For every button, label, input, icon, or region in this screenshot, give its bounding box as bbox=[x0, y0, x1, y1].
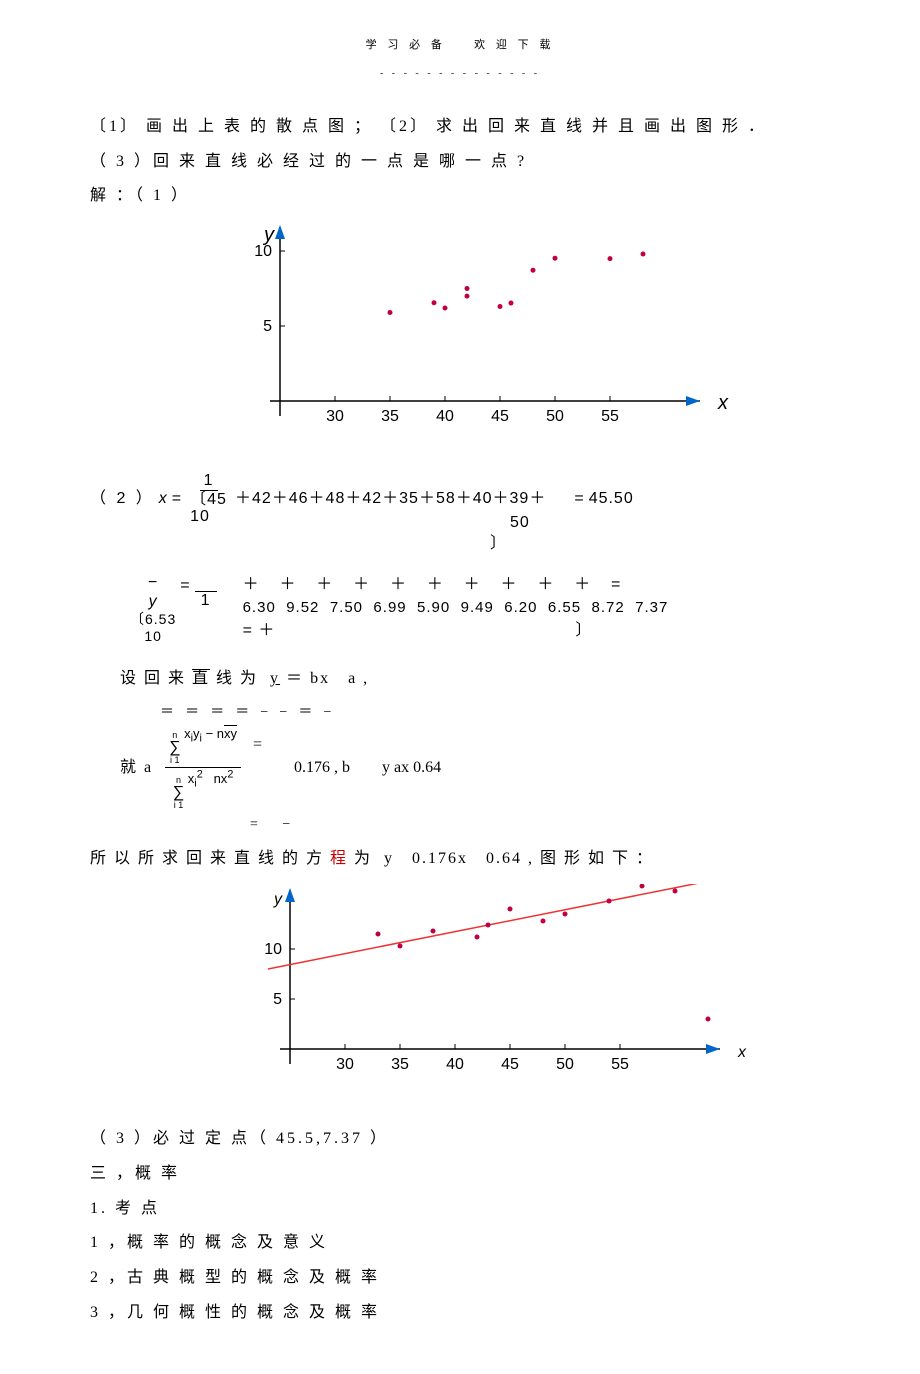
eq-sign-3: = bbox=[180, 573, 190, 599]
sum-i1-top: i 1 bbox=[170, 756, 180, 765]
svg-text:40: 40 bbox=[446, 1056, 464, 1073]
reg-frac-bot-expr: xi2 nx2 bbox=[188, 771, 234, 786]
y-den-a: 〔6.53 bbox=[130, 611, 176, 628]
ybar-formula: − y 〔6.53 10 = 1 ＋ ＋ ＋ ＋ ＋ ＋ ＋ ＋ ＋ ＋ = 6… bbox=[90, 573, 830, 645]
red-marker-icon: 程 bbox=[330, 850, 348, 867]
frac-line-only: 1 bbox=[195, 573, 217, 609]
svg-text:35: 35 bbox=[381, 408, 399, 425]
svg-text:55: 55 bbox=[611, 1056, 629, 1073]
header-left: 学 习 必 备 bbox=[366, 39, 446, 51]
svg-text:5: 5 bbox=[263, 318, 272, 335]
header-divider: - - - - - - - - - - - - - - bbox=[90, 65, 830, 83]
y-den-b: 10 bbox=[144, 628, 162, 645]
page-header: 学 习 必 备 欢 迎 下 载 bbox=[90, 30, 830, 59]
frac-den-b: 10 bbox=[190, 508, 210, 525]
regression-block: 设 回 来 直 线 为 y ＝ bx a , ＝ ＝ ＝ ＝ − − ＝ − 就… bbox=[120, 665, 830, 838]
section-3-title: 三 ，概 率 bbox=[90, 1160, 830, 1189]
y-mid: = ＋ bbox=[243, 619, 276, 643]
x-result: 45.50 bbox=[589, 486, 634, 512]
svg-text:55: 55 bbox=[601, 408, 619, 425]
svg-text:30: 30 bbox=[336, 1056, 354, 1073]
svg-text:10: 10 bbox=[264, 941, 282, 958]
svg-text:50: 50 bbox=[556, 1056, 574, 1073]
reg-a-label: 就 a bbox=[120, 754, 153, 783]
reg-set-text: 设 回 来 直 线 为 y ＝ bx a , bbox=[120, 670, 369, 687]
part2-label: （ 2 ） bbox=[90, 486, 155, 512]
x-tail-50: 50 bbox=[510, 510, 530, 536]
svg-text:x: x bbox=[737, 1044, 747, 1061]
reg-valy: y ax 0.64 bbox=[382, 754, 441, 783]
svg-text:y: y bbox=[273, 891, 283, 908]
kp-2: 2 ，古 典 概 型 的 概 念 及 概 率 bbox=[90, 1264, 830, 1293]
scatter-chart-2: 303540455055510yx bbox=[90, 884, 830, 1095]
question-1-2: 〔1〕 画 出 上 表 的 散 点 图 ； 〔2〕 求 出 回 来 直 线 并 … bbox=[90, 113, 830, 142]
reg-fraction: n∑i 1 xiyi − nxy n∑i 1 xi2 nx2 bbox=[165, 725, 241, 812]
x-var: x bbox=[159, 486, 168, 512]
frac-1: 1 bbox=[197, 592, 215, 610]
x-sum: ＋42＋46＋48＋42＋35＋58＋40＋39＋ bbox=[235, 486, 546, 512]
svg-text:y: y bbox=[262, 224, 275, 246]
reg-val1: 0.176 , b bbox=[294, 754, 350, 783]
svg-text:5: 5 bbox=[273, 991, 282, 1008]
y-minus: − bbox=[148, 573, 158, 592]
answer-3: （ 3 ）必 过 定 点（ 45.5,7.37 ） bbox=[90, 1125, 830, 1154]
eq-sign-frac: = bbox=[253, 725, 262, 760]
scatter-chart-1: 303540455055510yx bbox=[90, 221, 830, 442]
svg-text:40: 40 bbox=[436, 408, 454, 425]
kp-3: 3 ，几 何 概 性 的 概 念 及 概 率 bbox=[90, 1299, 830, 1328]
svg-text:50: 50 bbox=[546, 408, 564, 425]
kaodian-label: 1. 考 点 bbox=[90, 1195, 830, 1224]
svg-text:45: 45 bbox=[491, 408, 509, 425]
regression-line-eq: 所 以 所 求 回 来 直 线 的 方 程 为 y 0.176x 0.64 , … bbox=[90, 845, 830, 874]
y-tail: 〕 bbox=[575, 619, 592, 643]
eq-sign: = bbox=[172, 486, 182, 512]
y-var: y bbox=[149, 592, 158, 611]
reg-bottom-eq: = − bbox=[250, 812, 290, 837]
svg-text:45: 45 bbox=[501, 1056, 519, 1073]
y-nums-row: 6.30 9.52 7.50 6.99 5.90 9.49 6.20 6.55 … bbox=[243, 597, 669, 620]
frac-den-a: 〔45 bbox=[190, 491, 227, 508]
header-right: 欢 迎 下 载 bbox=[474, 39, 554, 51]
x-tail-bracket: 〕 bbox=[490, 531, 507, 557]
svg-text:x: x bbox=[717, 392, 729, 414]
svg-text:35: 35 bbox=[391, 1056, 409, 1073]
frac-1-10: 1 〔45 10 bbox=[186, 472, 231, 526]
reg-frac-top-expr: xiyi − nxy bbox=[184, 726, 237, 741]
reg-eq-signs: ＝ ＝ ＝ ＝ − − ＝ − bbox=[160, 700, 332, 725]
question-3: （ 3 ）回 来 直 线 必 经 过 的 一 点 是 哪 一 点 ? bbox=[90, 148, 830, 177]
sum-i1-bot: i 1 bbox=[174, 801, 184, 810]
xbar-formula: （ 2 ） x = 1 〔45 10 ＋42＋46＋48＋42＋35＋58＋40… bbox=[90, 472, 830, 557]
eq-sign-2: = bbox=[574, 486, 584, 512]
solution-label: 解 ：（ 1 ） bbox=[90, 182, 830, 211]
frac-num: 1 bbox=[200, 472, 218, 491]
kp-1: 1 ，概 率 的 概 念 及 意 义 bbox=[90, 1229, 830, 1258]
y-plus-row: ＋ ＋ ＋ ＋ ＋ ＋ ＋ ＋ ＋ ＋ = bbox=[243, 573, 669, 597]
svg-text:30: 30 bbox=[326, 408, 344, 425]
